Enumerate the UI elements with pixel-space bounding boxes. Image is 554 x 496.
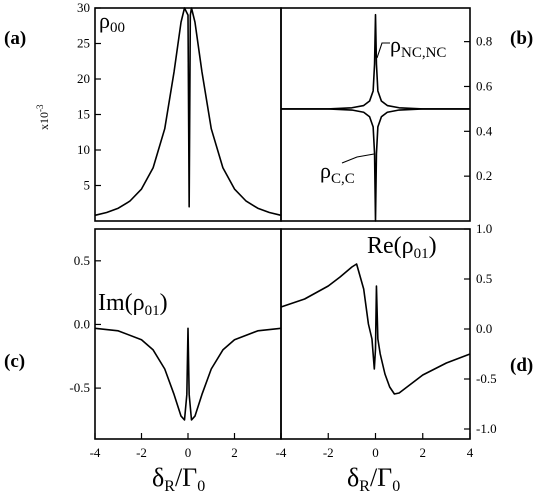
y-tick-label-b: 0.4 [476,123,493,138]
y-tick-label-d: 0.0 [476,321,492,336]
leader-line-rho-nc [376,42,390,59]
y-tick-label-d: -0.5 [476,371,497,386]
x-tick-label-c: 0 [185,445,192,460]
y-tick-label-a: 5 [84,178,91,193]
x-axis-label-right: δR/Γ0 [347,463,400,495]
x-tick-label-d: -4 [276,445,287,460]
x-tick-label-c: -4 [90,445,101,460]
curve-label-rho-c: ρC,C [320,158,355,187]
y-tick-label-c: -0.5 [69,380,90,395]
panel-c: -0.5 0.0 0.5 -4 -2 0 2 [69,228,282,460]
curve-label-rho-nc: ρNC,NC [390,32,446,61]
y-tick-label-a: 20 [77,71,90,86]
panel-tag-b: (b) [510,28,533,49]
x-tick-label-c: 2 [231,445,238,460]
curve-label-im-rho01: Im(ρ01) [98,290,168,319]
panel-b: 0.2 0.4 0.6 0.8 [280,7,493,222]
y-tick-label-c: 0.5 [74,253,90,268]
x-tick-label-d: 2 [420,445,427,460]
y-tick-label-a: 30 [77,0,90,15]
x-tick-label-d: 4 [467,445,474,460]
y-tick-label-d: 0.5 [476,271,492,286]
y-tick-label-c: 0.0 [74,316,90,331]
panel-d: -1.0 -0.5 0.0 0.5 1.0 -4 -2 0 2 4 [276,221,497,460]
y-tick-label-d: -1.0 [476,421,497,436]
x-axis-label-left: δR/Γ0 [152,463,205,495]
y-tick-label-b: 0.2 [476,168,492,183]
series-line-c-0 [94,327,282,421]
y-multiplier-label: x10-3 [35,104,51,130]
x-tick-label-d: -2 [323,445,334,460]
series-line-b-0 [281,13,470,110]
panel-tag-c: (c) [4,351,25,372]
y-tick-label-a: 10 [77,142,90,157]
y-tick-label-b: 0.6 [476,78,493,93]
y-tick-label-a: 15 [77,107,90,122]
x-tick-label-d: 0 [372,445,379,460]
panel-tag-d: (d) [510,355,533,376]
curve-label-rho00: ρ00 [99,8,125,36]
leader-line-rho-c [341,153,375,164]
x-tick-label-c: -2 [136,445,147,460]
panel-tag-a: (a) [4,28,26,49]
series-line-a-0 [94,7,282,217]
y-tick-label-a: 25 [77,36,90,51]
series-line-b-1 [281,108,470,222]
panel-a: 5 10 15 20 25 30 [77,0,282,222]
y-tick-label-b: 0.8 [476,34,492,49]
curve-label-re-rho01: Re(ρ01) [367,233,437,262]
series-line-d-0 [280,263,471,395]
y-tick-label-d: 1.0 [476,221,492,236]
